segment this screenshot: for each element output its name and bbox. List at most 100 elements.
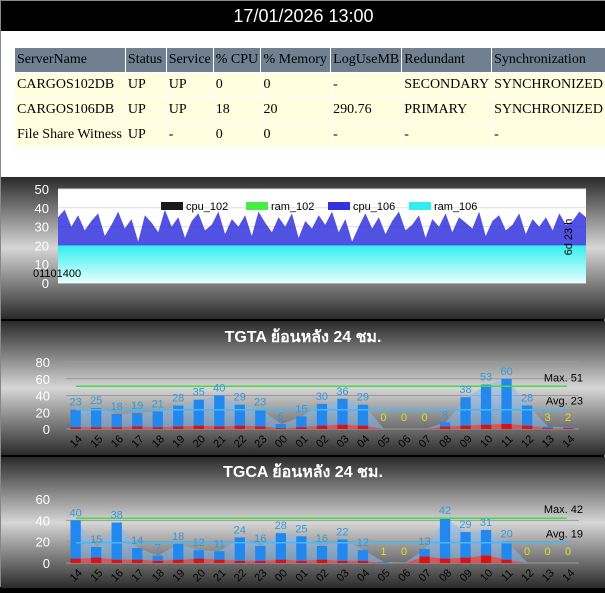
secondary-bar <box>235 561 245 563</box>
secondary-bar <box>501 560 511 563</box>
bar <box>276 533 286 563</box>
cell-memory: 0 <box>261 73 331 98</box>
chart-title: TGCA ย้อนหลัง 24 ชม. <box>223 463 383 481</box>
data-label: 15 <box>90 534 102 546</box>
bar <box>481 385 491 429</box>
secondary-bar <box>460 426 470 429</box>
table-header-row: ServerName Status Service % CPU % Memory… <box>15 48 605 73</box>
secondary-bar <box>296 561 306 563</box>
secondary-bar <box>132 427 142 430</box>
x-tick-label: 18 <box>150 433 167 450</box>
legend-swatch <box>328 202 350 210</box>
data-label: 30 <box>316 391 328 403</box>
secondary-bar <box>91 427 101 429</box>
x-tick-label: 15 <box>88 567 105 584</box>
bar <box>337 399 347 429</box>
y-tick-label: 40 <box>35 201 49 216</box>
legend-label: cpu_102 <box>186 201 228 213</box>
x-start-label: 01101400 <box>33 268 81 280</box>
data-label: 21 <box>152 398 164 410</box>
cell-redundant: PRIMARY <box>402 98 492 123</box>
data-label: 28 <box>275 520 287 532</box>
x-tick-label: 00 <box>273 567 290 584</box>
x-tick-label: 10 <box>478 433 495 450</box>
col-status: Status <box>125 48 166 73</box>
col-cpu: % CPU <box>213 48 261 73</box>
secondary-bar <box>235 426 245 429</box>
table-row: CARGOS102DB UP UP 0 0 - SECONDARY SYNCHR… <box>15 73 605 98</box>
x-tick-label: 17 <box>129 567 146 584</box>
cell-cpu: 18 <box>213 98 261 123</box>
col-servername: ServerName <box>15 48 126 73</box>
secondary-bar <box>71 559 81 563</box>
secondary-bar <box>173 560 183 563</box>
data-label: 23 <box>254 397 266 409</box>
data-label: 28 <box>172 393 184 405</box>
data-label: 23 <box>69 397 81 409</box>
bar <box>153 411 163 429</box>
data-label: 12 <box>193 537 205 549</box>
bar <box>358 405 368 429</box>
data-label: 25 <box>295 523 307 535</box>
col-logusemb: LogUseMB <box>331 48 402 73</box>
x-tick-label: 11 <box>499 567 516 584</box>
y-tick-label: 40 <box>36 513 50 528</box>
secondary-bar <box>214 560 224 563</box>
data-label: 0 <box>401 546 407 558</box>
x-tick-label: 20 <box>191 433 208 450</box>
data-label: 18 <box>111 401 123 413</box>
x-tick-label: 16 <box>109 567 126 584</box>
secondary-bar <box>276 560 286 563</box>
legend-label: ram_102 <box>271 201 314 213</box>
secondary-bar <box>358 426 368 429</box>
secondary-bar <box>481 556 491 564</box>
x-tick-label: 20 <box>191 567 208 584</box>
bar <box>71 410 81 429</box>
x-tick-label: 02 <box>314 433 331 450</box>
data-label: 36 <box>336 386 348 398</box>
x-tick-label: 08 <box>437 567 454 584</box>
x-tick-label: 19 <box>170 433 187 450</box>
x-tick-label: 06 <box>396 567 413 584</box>
data-label: 16 <box>316 533 328 545</box>
secondary-bar <box>173 427 183 430</box>
x-end-label: 6d 23 h <box>563 219 575 256</box>
y-tick-label: 20 <box>36 405 50 420</box>
bar <box>255 410 265 429</box>
cell-service: - <box>166 123 213 148</box>
bar <box>460 397 470 429</box>
cell-cpu: 0 <box>213 123 261 148</box>
data-label: 38 <box>459 384 471 396</box>
secondary-bar <box>337 561 347 563</box>
secondary-bar <box>440 427 450 430</box>
x-tick-label: 14 <box>68 433 85 450</box>
y-tick-label: 60 <box>36 492 50 507</box>
secondary-bar <box>419 557 429 563</box>
chart-title: TGTA ย้อนหลัง 24 ชม. <box>225 328 382 346</box>
col-service: Service <box>166 48 213 73</box>
y-tick-label: 0 <box>43 422 50 437</box>
data-label: 53 <box>480 372 492 384</box>
y-tick-label: 30 <box>35 220 49 235</box>
legend-label: ram_106 <box>434 201 477 213</box>
bar <box>317 404 327 429</box>
x-tick-label: 09 <box>458 433 475 450</box>
x-tick-label: 01 <box>294 567 311 584</box>
x-tick-label: 22 <box>232 433 249 450</box>
secondary-bar <box>153 427 163 429</box>
data-label: 3 <box>545 412 551 424</box>
legend-label: cpu_106 <box>353 201 395 213</box>
max-label: Max. 42 <box>544 504 583 516</box>
x-tick-label: 19 <box>170 567 187 584</box>
y-tick-label: 20 <box>36 535 50 550</box>
x-tick-label: 16 <box>109 433 126 450</box>
bar <box>194 400 204 429</box>
bar <box>235 405 245 429</box>
x-tick-label: 02 <box>314 567 331 584</box>
y-tick-label: 40 <box>36 389 50 404</box>
x-tick-label: 04 <box>355 567 372 584</box>
data-label: 19 <box>131 400 143 412</box>
data-label: 11 <box>214 538 225 550</box>
